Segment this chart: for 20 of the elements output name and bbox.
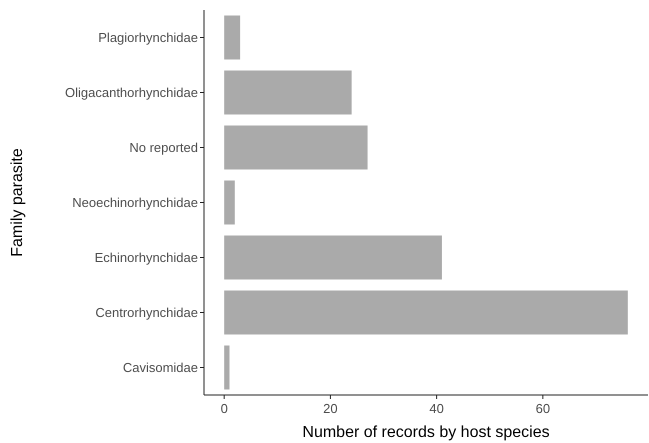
x-axis-title: Number of records by host species: [302, 424, 550, 441]
x-tick-label: 40: [429, 401, 444, 416]
bar: [224, 126, 368, 170]
x-tick-label: 60: [536, 401, 550, 416]
y-tick-label: Centrorhynchidae: [95, 305, 198, 320]
y-tick-label: No reported: [129, 140, 198, 156]
x-tick-label: 0: [220, 401, 228, 416]
bar: [224, 236, 442, 280]
bar: [224, 180, 235, 224]
bar: [224, 16, 240, 60]
x-tick-label: 20: [323, 401, 338, 416]
bar: [224, 346, 230, 390]
y-tick-label: Plagiorhynchidae: [98, 30, 198, 46]
y-tick-label: Echinorhynchidae: [94, 250, 198, 266]
y-tick-label: Cavisomidae: [122, 360, 198, 376]
y-axis-title: Family parasite: [9, 148, 26, 257]
bar: [224, 70, 352, 114]
y-tick-label: Oligacanthorhynchidae: [65, 85, 198, 100]
y-tick-label: Neoechinorhynchidae: [72, 195, 198, 210]
bar: [224, 290, 628, 334]
